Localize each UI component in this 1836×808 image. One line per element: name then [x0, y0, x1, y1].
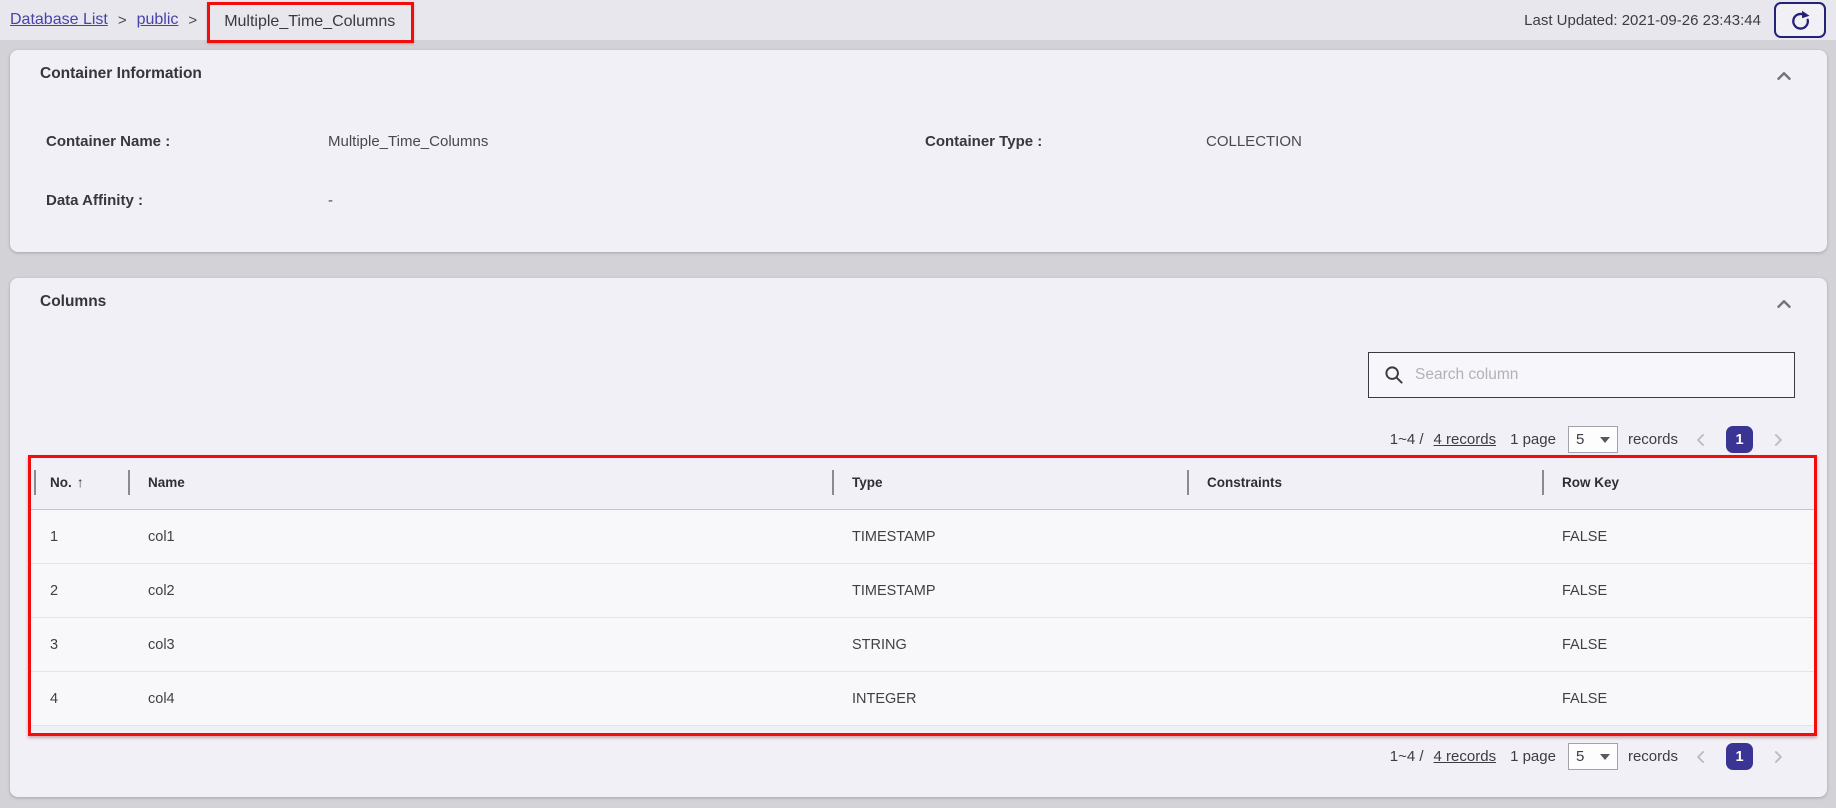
pagination-top: 1~4 / 4 records 1 page 5 records 1 — [10, 426, 1827, 453]
pagination-range: 1~4 / — [1389, 748, 1424, 765]
cell-type: TIMESTAMP — [852, 528, 936, 545]
header-type[interactable]: Type — [832, 455, 1187, 509]
page-1-button[interactable]: 1 — [1726, 743, 1753, 770]
container-type-value: COLLECTION — [1206, 133, 1302, 150]
records-count-link[interactable]: 4 records — [1433, 748, 1497, 765]
chevron-left-icon — [1691, 747, 1711, 767]
refresh-icon — [1789, 9, 1812, 32]
next-page-button[interactable] — [1765, 427, 1791, 453]
breadcrumb-separator: > — [188, 11, 198, 29]
pagination-bottom: 1~4 / 4 records 1 page 5 records 1 — [10, 743, 1827, 770]
header-constraints[interactable]: Constraints — [1187, 455, 1542, 509]
container-info-panel: Container Information Container Name : M… — [10, 50, 1827, 252]
page-size-value: 5 — [1575, 431, 1585, 448]
table-row: 3 col3 STRING FALSE — [28, 618, 1817, 672]
cell-row-key: FALSE — [1562, 582, 1608, 599]
annotation-box-breadcrumb: Multiple_Time_Columns — [207, 1, 415, 43]
sort-asc-icon: ↑ — [76, 474, 84, 490]
columns-title: Columns — [40, 293, 107, 310]
cell-row-key: FALSE — [1562, 636, 1608, 653]
cell-name: col2 — [148, 582, 175, 599]
page-info: 1 page — [1510, 431, 1556, 448]
container-name-label: Container Name : — [46, 133, 171, 150]
chevron-up-icon — [1773, 65, 1795, 87]
breadcrumb-current: Multiple_Time_Columns — [224, 12, 396, 30]
search-icon — [1383, 364, 1405, 386]
pagination-range: 1~4 / — [1389, 431, 1424, 448]
breadcrumb-separator: > — [117, 11, 127, 29]
chevron-up-icon — [1773, 293, 1795, 315]
cell-name: col1 — [148, 528, 175, 545]
prev-page-button[interactable] — [1688, 427, 1714, 453]
columns-collapse-button[interactable] — [1771, 291, 1797, 317]
container-type-label: Container Type : — [925, 133, 1043, 150]
page-1-button[interactable]: 1 — [1726, 426, 1753, 453]
search-input[interactable] — [1415, 366, 1782, 384]
page-size-value: 5 — [1575, 748, 1585, 765]
columns-table: No. ↑ Name Type Constraints Row Key 1 co… — [28, 455, 1817, 726]
prev-page-button[interactable] — [1688, 744, 1714, 770]
columns-panel: Columns 1~4 / 4 records 1 page 5 records — [10, 278, 1827, 797]
breadcrumb-link-database-list[interactable]: Database List — [10, 11, 108, 28]
page-size-select[interactable]: 5 — [1567, 426, 1618, 453]
topbar-right: Last Updated: 2021-09-26 23:43:44 — [1524, 2, 1826, 38]
breadcrumb: Database List > public > Multiple_Time_C… — [10, 0, 415, 43]
topbar: Database List > public > Multiple_Time_C… — [0, 0, 1836, 43]
cell-no: 2 — [50, 582, 59, 599]
container-info-title: Container Information — [40, 65, 202, 82]
search-box — [1368, 352, 1795, 398]
container-info-collapse-button[interactable] — [1771, 63, 1797, 89]
cell-no: 1 — [50, 528, 59, 545]
header-no[interactable]: No. ↑ — [28, 455, 128, 509]
header-row-key[interactable]: Row Key — [1542, 455, 1817, 509]
cell-no: 3 — [50, 636, 59, 653]
records-label: records — [1627, 431, 1678, 448]
breadcrumb-link-public[interactable]: public — [136, 11, 179, 28]
select-arrow-icon — [1599, 753, 1610, 760]
cell-row-key: FALSE — [1562, 690, 1608, 707]
data-affinity-value: - — [328, 192, 333, 209]
cell-type: TIMESTAMP — [852, 582, 936, 599]
header-no-label: No. — [50, 474, 72, 490]
page-info: 1 page — [1510, 748, 1556, 765]
table-row: 4 col4 INTEGER FALSE — [28, 672, 1817, 726]
table-row: 2 col2 TIMESTAMP FALSE — [28, 564, 1817, 618]
data-affinity-label: Data Affinity : — [46, 192, 143, 209]
header-name[interactable]: Name — [128, 455, 832, 509]
page-size-select[interactable]: 5 — [1567, 743, 1618, 770]
table-body: 1 col1 TIMESTAMP FALSE 2 col2 TIMESTAMP … — [28, 510, 1817, 726]
refresh-button[interactable] — [1774, 2, 1826, 38]
chevron-right-icon — [1768, 747, 1788, 767]
records-count-link[interactable]: 4 records — [1433, 431, 1497, 448]
cell-row-key: FALSE — [1562, 528, 1608, 545]
last-updated-text: Last Updated: 2021-09-26 23:43:44 — [1524, 11, 1761, 29]
cell-type: STRING — [852, 636, 907, 653]
cell-no: 4 — [50, 690, 59, 707]
chevron-right-icon — [1768, 430, 1788, 450]
table-header-row: No. ↑ Name Type Constraints Row Key — [28, 455, 1817, 510]
next-page-button[interactable] — [1765, 744, 1791, 770]
table-row: 1 col1 TIMESTAMP FALSE — [28, 510, 1817, 564]
chevron-left-icon — [1691, 430, 1711, 450]
cell-name: col3 — [148, 636, 175, 653]
container-name-value: Multiple_Time_Columns — [328, 133, 489, 150]
cell-name: col4 — [148, 690, 175, 707]
select-arrow-icon — [1599, 436, 1610, 443]
cell-type: INTEGER — [852, 690, 917, 707]
records-label: records — [1627, 748, 1678, 765]
